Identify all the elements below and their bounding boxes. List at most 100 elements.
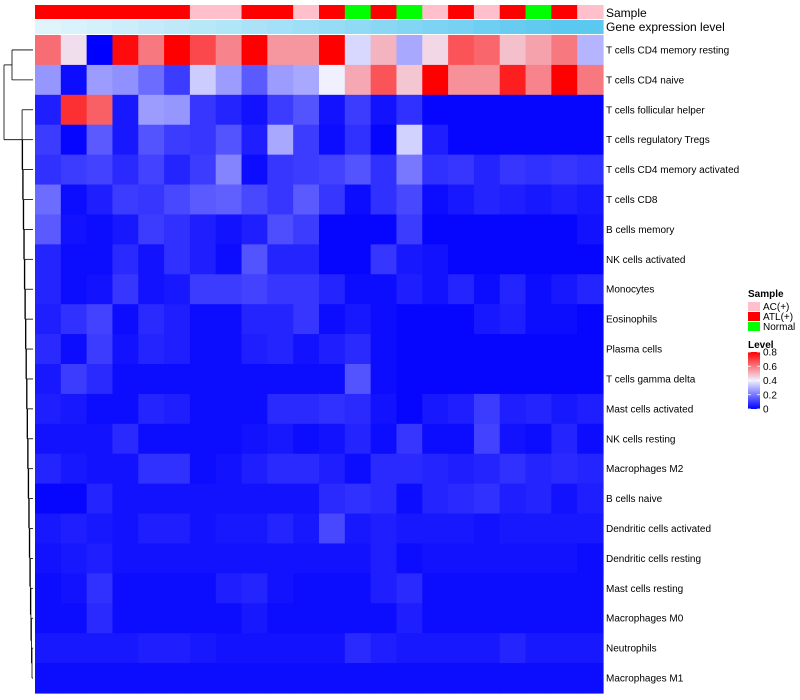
heatmap-cell	[35, 364, 62, 395]
heatmap-cell	[525, 154, 552, 186]
heatmap-cell	[448, 603, 475, 634]
heatmap-cell	[241, 483, 268, 515]
heatmap-cell	[138, 334, 165, 365]
heatmap-cell	[577, 334, 604, 365]
heatmap-cell	[164, 603, 191, 634]
heatmap-cell	[138, 453, 165, 485]
heatmap-cell	[86, 304, 114, 335]
row-labels: T cells CD4 memory resting T cells CD4 na…	[606, 45, 739, 684]
sample-annotation-cell	[319, 5, 346, 19]
heatmap-cell	[267, 603, 294, 634]
heatmap-cell	[473, 154, 501, 186]
heatmap-cell	[293, 573, 320, 604]
heatmap-cell	[86, 35, 114, 66]
heatmap-cell	[138, 483, 165, 515]
heatmap-cell	[422, 393, 449, 425]
heatmap-cell	[215, 513, 243, 545]
heatmap-cell	[60, 453, 88, 485]
sample-annotation-cell	[35, 5, 62, 19]
heatmap-cell	[577, 124, 604, 156]
heatmap-cell	[60, 483, 88, 515]
gene-expression-annotation-cell	[215, 20, 243, 34]
heatmap-cell	[344, 513, 372, 545]
heatmap-cell	[396, 364, 423, 395]
sample-legend-title: Sample	[748, 289, 784, 300]
heatmap-cell	[215, 453, 243, 485]
heatmap-cell	[319, 603, 346, 634]
heatmap-cell	[396, 35, 423, 66]
heatmap-cell	[577, 184, 604, 216]
heatmap-cell	[551, 483, 578, 515]
heatmap-cell	[551, 304, 578, 335]
row-label: NK cells activated	[606, 255, 685, 266]
heatmap-cell	[370, 214, 398, 245]
gene-expression-annotation-cell	[499, 20, 527, 34]
heatmap-cell	[396, 573, 423, 604]
heatmap-cell	[319, 633, 346, 664]
heatmap-cell	[138, 304, 165, 335]
heatmap-cell	[215, 364, 243, 395]
heatmap-cell	[577, 513, 604, 545]
heatmap-cell	[241, 154, 268, 186]
heatmap-cell	[344, 304, 372, 335]
heatmap-cell	[189, 423, 217, 455]
heatmap-cell	[293, 364, 320, 395]
heatmap-cell	[319, 124, 346, 156]
heatmap-cell	[241, 214, 268, 245]
heatmap-cell	[448, 543, 475, 574]
heatmap-cell	[473, 184, 501, 216]
heatmap-cell	[241, 124, 268, 156]
heatmap-cell	[370, 573, 398, 604]
heatmap-cell	[293, 663, 320, 694]
heatmap-cell	[267, 244, 294, 275]
heatmap-cell	[396, 453, 423, 485]
heatmap-cell	[138, 274, 165, 305]
heatmap-cell	[422, 453, 449, 485]
heatmap-cell	[189, 244, 217, 275]
heatmap-cell	[112, 244, 139, 275]
heatmap-cell	[422, 154, 449, 186]
heatmap-cell	[164, 124, 191, 156]
heatmap-cell	[164, 543, 191, 574]
heatmap-cell	[344, 334, 372, 365]
heatmap-cell	[86, 663, 114, 694]
level-tick-label: 0.4	[763, 376, 777, 387]
heatmap-cell	[422, 573, 449, 604]
heatmap-cell	[448, 244, 475, 275]
heatmap-cell	[35, 214, 62, 245]
heatmap-cell	[86, 393, 114, 425]
heatmap-cell	[267, 184, 294, 216]
heatmap-cell	[448, 274, 475, 305]
heatmap-cell	[499, 453, 527, 485]
heatmap-cell	[241, 35, 268, 66]
heatmap-cell	[215, 124, 243, 156]
heatmap-cell	[164, 274, 191, 305]
sample-annotation-bar	[35, 5, 604, 19]
heatmap-cell	[112, 364, 139, 395]
heatmap-cell	[138, 94, 165, 126]
heatmap-cell	[473, 633, 501, 664]
heatmap-cell	[189, 364, 217, 395]
sample-annotation-cell	[370, 5, 398, 19]
heatmap-cell	[267, 423, 294, 455]
heatmap-cell	[112, 154, 139, 186]
heatmap-cell	[267, 214, 294, 245]
heatmap-cell	[241, 423, 268, 455]
row-label: NK cells resting	[606, 434, 675, 445]
heatmap-cell	[396, 214, 423, 245]
heatmap-cell	[60, 603, 88, 634]
heatmap-cell	[86, 274, 114, 305]
heatmap-cell	[370, 274, 398, 305]
heatmap-cell	[525, 603, 552, 634]
sample-annotation-cell	[241, 5, 268, 19]
heatmap-cell	[60, 573, 88, 604]
heatmap-cell	[448, 513, 475, 545]
heatmap-cell	[164, 334, 191, 365]
heatmap-cell	[60, 663, 88, 694]
heatmap-cell	[267, 334, 294, 365]
heatmap-cell	[422, 94, 449, 126]
heatmap-cell	[473, 573, 501, 604]
heatmap-cell	[344, 603, 372, 634]
heatmap-cell	[293, 64, 320, 96]
heatmap-cell	[267, 35, 294, 66]
